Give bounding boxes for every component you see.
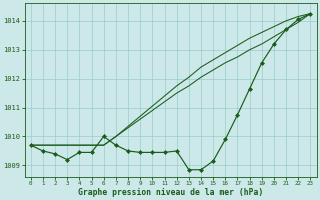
X-axis label: Graphe pression niveau de la mer (hPa): Graphe pression niveau de la mer (hPa)	[78, 188, 263, 197]
